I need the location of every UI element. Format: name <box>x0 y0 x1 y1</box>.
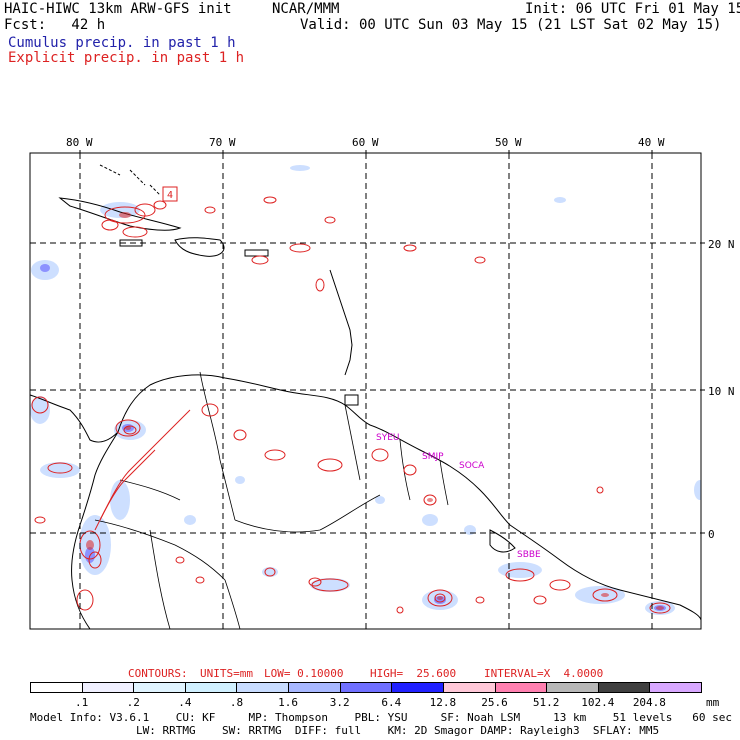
colorbar-label: 25.6 <box>481 696 508 709</box>
org-label: NCAR/MMM <box>272 1 340 17</box>
station-sbbe: SBBE <box>517 550 541 560</box>
colorbar-label: 204.8 <box>632 696 666 709</box>
explicit-precip-cores <box>86 212 664 610</box>
colorbar-label: 1.6 <box>278 696 298 709</box>
high-label: HIGH= 25.600 <box>370 667 457 680</box>
lat-label-10n: 10 N <box>708 385 735 398</box>
valid-time: Valid: 00 UTC Sun 03 May 15 (21 LST Sat … <box>300 17 722 33</box>
legend-cumulus: Cumulus precip. in past 1 h <box>8 35 236 51</box>
lat-label-20n: 20 N <box>708 238 735 251</box>
units-label: UNITS=mm <box>200 667 253 680</box>
explicit-precip-contours <box>31 196 671 614</box>
colorbar-swatch <box>649 682 702 693</box>
station-syeu: SYEU <box>376 433 399 443</box>
model-info-line1: Model Info: V3.6.1 CU: KF MP: Thompson P… <box>30 711 732 724</box>
lat-label-0: 0 <box>708 528 715 541</box>
colorbar-swatch <box>184 682 238 693</box>
tick-marks <box>79 150 705 534</box>
station-smjp: SMJP <box>422 452 444 462</box>
colorbar-swatch <box>236 682 290 693</box>
legend-explicit: Explicit precip. in past 1 h <box>8 50 245 66</box>
contours-label: CONTOURS: <box>128 667 188 680</box>
colorbar-label: .4 <box>178 696 192 709</box>
model-info-line2: LW: RRTMG SW: RRTMG DIFF: full KM: 2D Sm… <box>30 724 660 737</box>
lon-label-80w: 80 W <box>66 136 93 149</box>
colorbar-label: 102.4 <box>581 696 615 709</box>
colorbar-swatch <box>133 682 186 693</box>
lon-label-50w: 50 W <box>495 136 522 149</box>
forecast-hour: Fcst: 42 h <box>4 17 106 33</box>
colorbar-swatch <box>442 682 496 693</box>
colorbar-label: .8 <box>229 696 244 709</box>
region-marker-box <box>162 186 178 202</box>
colorbar-swatch <box>597 682 651 693</box>
colorbar-swatch <box>391 682 444 693</box>
colorbar-swatch <box>288 682 341 693</box>
colorbar-label: .2 <box>126 696 140 709</box>
lon-label-70w: 70 W <box>209 136 236 149</box>
colorbar-swatch <box>30 682 83 693</box>
model-title: HAIC-HIWC 13km ARW-GFS init <box>4 1 232 17</box>
colorbar-label: 51.2 <box>532 696 560 709</box>
colorbar-label: .1 <box>74 696 89 709</box>
colorbar-swatch <box>339 682 393 693</box>
country-borders <box>94 371 449 629</box>
lon-label-40w: 40 W <box>638 136 665 149</box>
colorbar-swatch <box>546 682 599 693</box>
region-marker-label: 4 <box>167 190 173 201</box>
station-soca: SOCA <box>459 461 485 471</box>
lat-lon-grid <box>30 153 701 629</box>
low-label: LOW= 0.10000 <box>264 667 344 680</box>
colorbar-label: 6.4 <box>381 696 402 709</box>
map-frame <box>29 152 702 630</box>
colorbar-swatch <box>494 682 548 693</box>
colorbar-label: 3.2 <box>329 696 350 709</box>
colorbar-label: 12.8 <box>429 696 457 709</box>
colorbar-swatch <box>81 682 135 693</box>
colorbar-unit: mm <box>706 696 720 709</box>
interval-label: INTERVAL=X 4.0000 <box>484 667 604 680</box>
init-time: Init: 06 UTC Fri 01 May 15 <box>525 1 740 17</box>
lon-label-60w: 60 W <box>352 136 379 149</box>
